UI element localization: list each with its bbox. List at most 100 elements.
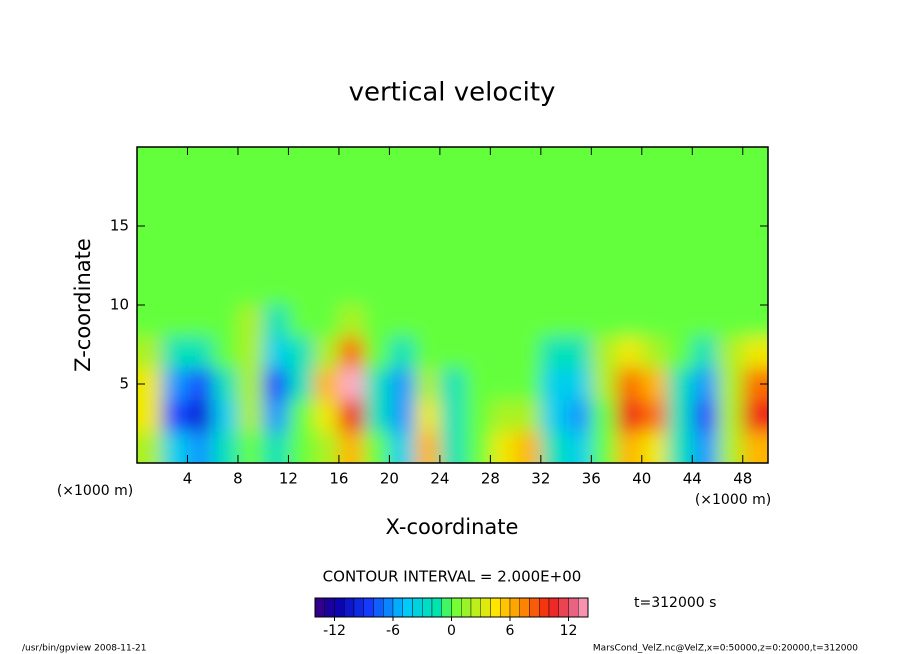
field-cell [137,431,163,463]
field-cell [414,431,441,463]
field-cell [490,147,517,180]
field-cell [439,178,466,211]
field-cell [313,305,340,338]
field-cell [641,368,668,401]
field-cell [364,178,390,211]
field-cell [692,273,719,306]
field-cell [742,399,768,432]
field-cell [591,336,618,369]
field-cell [389,273,416,306]
field-cell [667,210,693,243]
field-cell [591,178,618,211]
colorbar-cell [363,597,374,618]
time-label: t=312000 s [634,595,716,611]
field-cell [439,368,466,401]
field-cell [187,147,214,180]
field-cell [288,178,315,211]
y-tick-label: 15 [110,217,129,235]
field-cell [616,431,643,463]
colorbar-cell [539,597,550,618]
field-cell [237,431,264,463]
field-cell [616,210,643,243]
colorbar-cell [529,597,540,618]
field-cell [742,210,768,243]
field-cell [162,210,188,243]
field-cell [717,305,744,338]
colorbar-cell [500,597,511,618]
field-cell [212,305,239,338]
field-cell [717,399,744,432]
field-cell [389,431,416,463]
field-cell [717,147,744,180]
field-cell [540,273,567,306]
field-cell [515,336,542,369]
field-cell [237,368,264,401]
field-cell [263,273,289,306]
field-cell [515,147,542,180]
field-cell [288,399,315,432]
field-cell [237,336,264,369]
field-cell [313,399,340,432]
field-cell [465,147,491,180]
field-cell [364,147,390,180]
colorbar-cell [412,597,423,618]
field-cell [187,336,214,369]
y-tick-label: 5 [119,375,129,393]
field-cell [490,431,517,463]
field-cell [616,399,643,432]
x-tick-label: 12 [279,470,298,488]
colorbar-cell [314,597,325,618]
colorbar-cell [480,597,491,618]
contour-interval: CONTOUR INTERVAL = 2.000E+00 [323,568,582,586]
field-cell [212,210,239,243]
field-cell [414,336,441,369]
colorbar-cell [470,597,481,618]
field-cell [288,241,315,274]
field-cell [742,336,768,369]
field-cell [237,241,264,274]
field-cell [692,399,719,432]
field-cell [490,241,517,274]
field-cell [237,178,264,211]
field-cell [742,368,768,401]
field-cell [364,305,390,338]
field-cell [641,273,668,306]
field-cell [667,431,693,463]
field-cell [187,273,214,306]
field-cell [591,399,618,432]
field-cell [414,399,441,432]
field-cell [515,241,542,274]
field-cell [237,210,264,243]
field-cell [692,178,719,211]
colorbar-cell [519,597,530,618]
field-cell [313,431,340,463]
field-cell [212,147,239,180]
field-cell [137,368,163,401]
field-cell [288,336,315,369]
field-cell [591,368,618,401]
field-cell [540,399,567,432]
field-cell [490,273,517,306]
colorbar-cell [461,597,472,618]
field-cell [566,241,592,274]
field-cell [540,431,567,463]
field-cell [162,399,188,432]
chart-title: vertical velocity [349,78,556,108]
field-cell [162,241,188,274]
field-cell [212,431,239,463]
field-cell [566,399,592,432]
field-cell [742,273,768,306]
field-cell [263,368,289,401]
x-tick-label: 8 [233,470,243,488]
field-cell [237,273,264,306]
field-cell [237,305,264,338]
field-cell [667,273,693,306]
field-cell [338,178,365,211]
field [137,147,768,463]
field-cell [667,305,693,338]
field-cell [692,147,719,180]
field-cell [313,147,340,180]
field-cell [237,399,264,432]
colorbar-tick-label: 0 [447,623,456,639]
colorbar-cell [344,597,355,618]
